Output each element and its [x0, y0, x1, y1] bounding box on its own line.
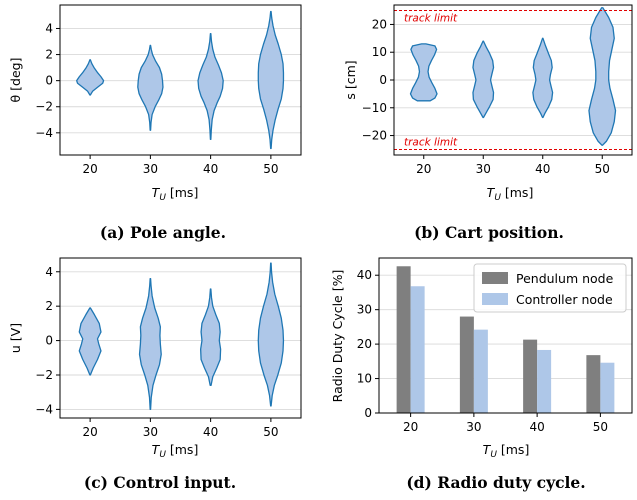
bar-controller-50	[600, 362, 615, 413]
track-limit-label: track limit	[404, 136, 458, 148]
bar-controller-30	[473, 329, 488, 413]
x-axis-label: TU [ms]	[487, 185, 534, 203]
y-tick-label: −2	[35, 368, 53, 382]
legend-box	[473, 263, 627, 313]
panel-caption: (c) Control input.	[84, 473, 236, 492]
bar-pendulum-30	[459, 316, 474, 413]
bar-controller-20	[410, 286, 425, 413]
legend-swatch	[482, 272, 508, 284]
x-tick-label: 30	[466, 420, 481, 434]
legend-label: Pendulum node	[516, 271, 614, 286]
panel-caption: (a) Pole angle.	[100, 223, 226, 242]
violin-30	[137, 44, 164, 131]
x-tick-label: 50	[593, 420, 608, 434]
y-tick-label: 0	[364, 406, 372, 420]
legend-swatch	[482, 293, 508, 305]
axes-frame	[59, 257, 302, 419]
y-tick-label: 4	[45, 265, 53, 279]
violin-20	[78, 307, 102, 376]
y-tick-label: 30	[357, 303, 372, 317]
x-tick-label: 50	[595, 162, 610, 176]
x-axis-label: TU [ms]	[152, 442, 199, 460]
y-tick-label: 10	[357, 372, 372, 386]
x-tick-label: 40	[529, 420, 544, 434]
panel-a: −4 −2 0 2 4 20 30 40 50 TU [ms] θ [deg] (a) Pole an…	[8, 4, 302, 242]
x-tick-label: 50	[263, 425, 278, 439]
y-axis-label: s [cm]	[343, 60, 358, 99]
panel-caption: (d) Radio duty cycle.	[406, 473, 585, 492]
y-tick-label: 4	[45, 21, 53, 35]
y-tick-label: 20	[372, 17, 387, 31]
bar-pendulum-50	[586, 355, 601, 413]
bar-pendulum-40	[523, 339, 538, 413]
x-tick-label: 20	[403, 420, 418, 434]
violin-40	[200, 288, 222, 386]
x-axis-label: TU [ms]	[483, 442, 530, 460]
axes-frame	[59, 4, 302, 156]
panel-c: −4 −2 0 2 4 20 30 40 50 TU [ms] u [V] (c) Control i…	[8, 257, 302, 492]
y-axis-label: θ [deg]	[8, 58, 23, 103]
y-tick-label: 40	[357, 268, 372, 282]
legend-label: Controller node	[516, 292, 613, 307]
y-tick-label: −20	[362, 129, 387, 143]
x-tick-label: 20	[416, 162, 431, 176]
panel-d: Pendulum node Controller node 0 10 20 30 40 20 3…	[330, 257, 633, 492]
violin-30	[138, 278, 162, 411]
bar-controller-40	[537, 349, 552, 413]
y-tick-label: 0	[45, 74, 53, 88]
x-tick-label: 20	[82, 162, 97, 176]
y-tick-label: −10	[362, 101, 387, 115]
x-tick-label: 40	[535, 162, 550, 176]
bar-pendulum-20	[396, 266, 411, 413]
y-tick-label: 0	[45, 334, 53, 348]
y-tick-label: 20	[357, 337, 372, 351]
y-tick-label: −4	[35, 402, 53, 416]
y-tick-label: 2	[45, 48, 53, 62]
panel-caption: (b) Cart position.	[414, 223, 564, 242]
y-tick-label: 10	[372, 45, 387, 59]
y-tick-label: 2	[45, 299, 53, 313]
y-axis-label: Radio Duty Cycle [%]	[330, 270, 345, 403]
y-tick-label: 0	[379, 73, 387, 87]
violin-20	[76, 59, 105, 96]
violin-20	[409, 43, 438, 102]
violin-50	[257, 262, 285, 407]
x-tick-label: 30	[143, 425, 158, 439]
x-tick-label: 30	[476, 162, 491, 176]
y-tick-label: −2	[35, 100, 53, 114]
x-tick-label: 40	[203, 425, 218, 439]
x-tick-label: 50	[263, 162, 278, 176]
panel-b: track limit track limit −20 −10 0 10 20 20 30 40 5…	[343, 4, 633, 242]
x-tick-label: 20	[82, 425, 97, 439]
x-axis-label: TU [ms]	[152, 185, 199, 203]
y-tick-label: −4	[35, 126, 53, 140]
violin-50	[257, 10, 285, 150]
violin-50	[588, 7, 617, 146]
violin-30	[472, 40, 495, 119]
axes-frame	[378, 257, 633, 414]
track-limit-label: track limit	[404, 13, 458, 25]
violin-40	[197, 33, 224, 140]
y-axis-label: u [V]	[8, 323, 23, 353]
violin-40	[532, 37, 554, 119]
x-tick-label: 30	[143, 162, 158, 176]
x-tick-label: 40	[203, 162, 218, 176]
